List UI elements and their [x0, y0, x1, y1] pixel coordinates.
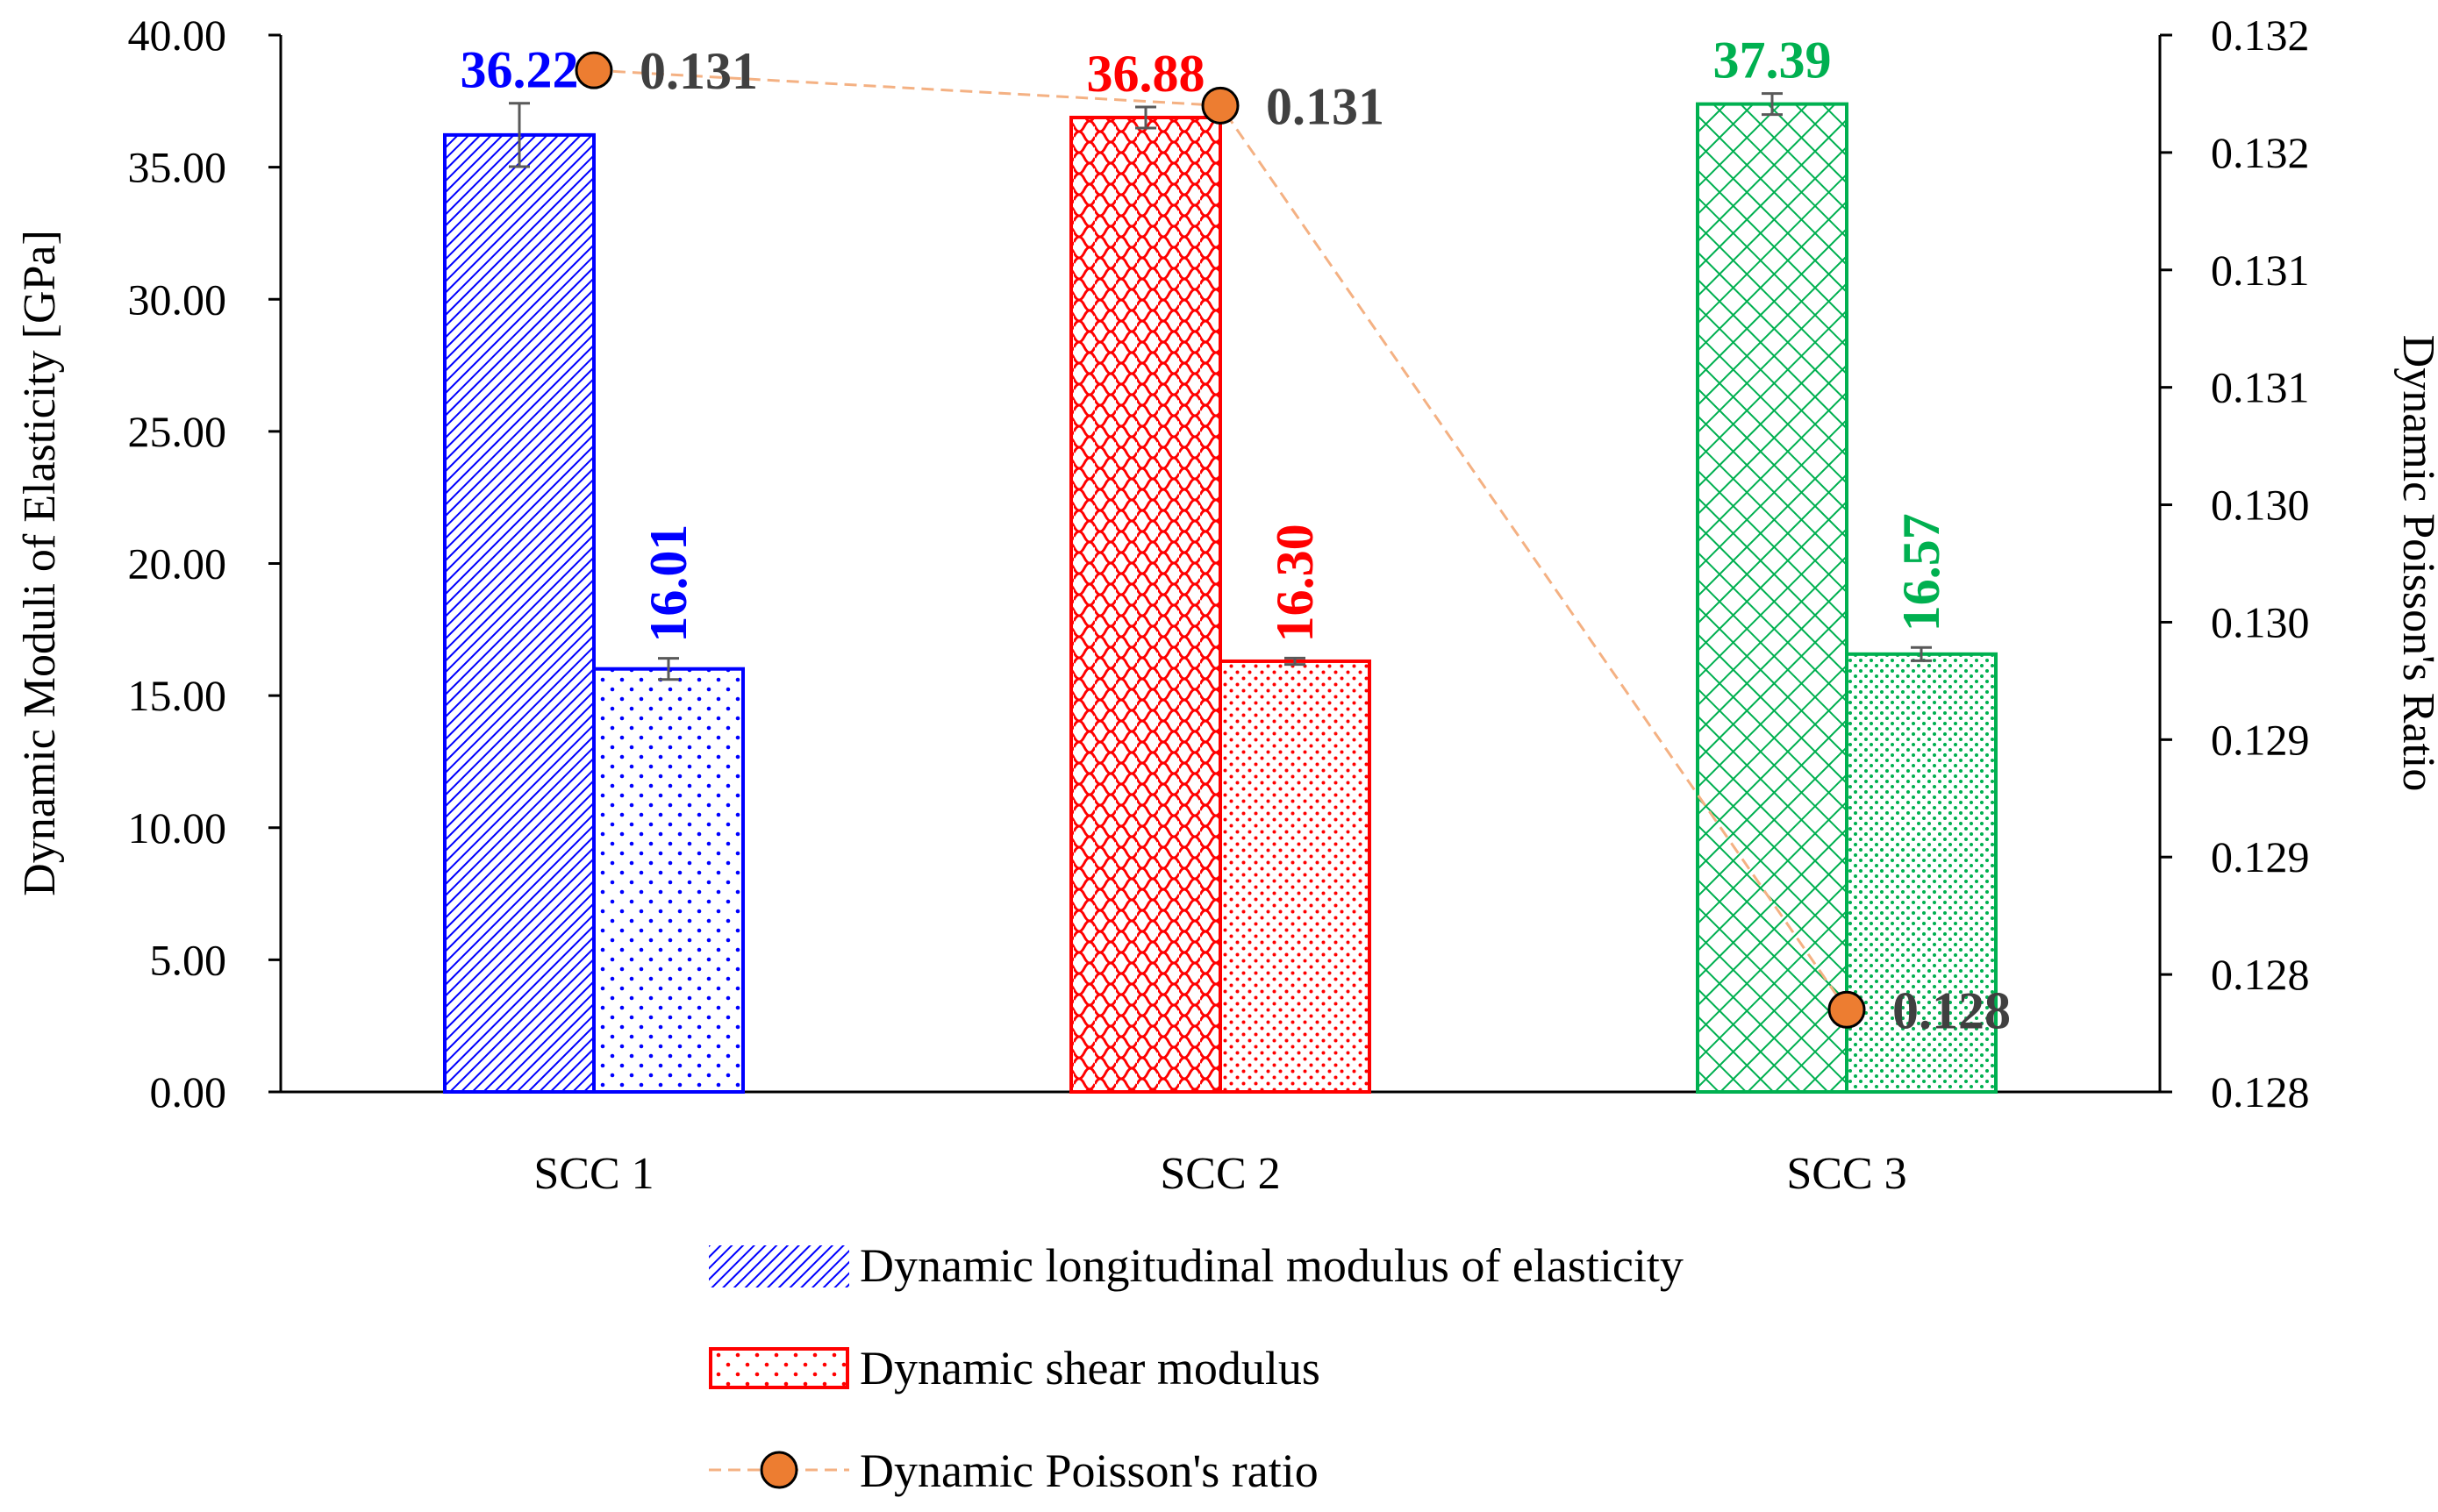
right-tick-label: 0.130 — [2211, 597, 2310, 646]
poisson-point-2 — [1201, 86, 1240, 125]
legend-label-poisson: Dynamic Poisson's ratio — [860, 1444, 1319, 1497]
legend-marker-poisson — [760, 1451, 798, 1489]
left-tick-label: 40.00 — [128, 11, 227, 60]
legend-swatch-longitudinal — [709, 1245, 849, 1287]
left-tick-label: 20.00 — [128, 539, 227, 588]
left-tick-label: 10.00 — [128, 803, 227, 852]
bar-shear-1 — [592, 667, 745, 1094]
legend-item-poisson: Dynamic Poisson's ratio — [709, 1444, 1319, 1497]
left-tick-label: 25.00 — [128, 407, 227, 456]
poisson-series: 0.131 0.131 0.128 — [575, 42, 2011, 1039]
poisson-point-3 — [1827, 990, 1866, 1029]
right-tick-label: 0.132 — [2211, 11, 2310, 60]
bar-longitudinal-3 — [1696, 102, 1848, 1095]
poisson-label-2: 0.131 — [1266, 77, 1384, 135]
y-axis-right-title: Dynamic Poisson's Ratio — [2393, 335, 2438, 792]
category-label-2: SCC 2 — [1160, 1149, 1280, 1199]
legend: Dynamic longitudinal modulus of elastici… — [709, 1239, 1684, 1497]
right-tick-label: 0.129 — [2211, 715, 2310, 764]
bar-label-shear-1: 16.01 — [640, 524, 697, 643]
right-tick-label: 0.129 — [2211, 832, 2310, 881]
bar-data-labels: 36.22 16.01 36.88 16.30 37.39 16.57 — [461, 32, 1951, 643]
bars — [443, 102, 1998, 1095]
right-axis-ticks: 0.128 0.128 0.129 0.129 0.130 0.130 0.131 0.131… — [2160, 11, 2310, 1116]
legend-swatch-shear — [709, 1347, 849, 1389]
bar-label-shear-2: 16.30 — [1266, 524, 1324, 642]
error-bars — [509, 92, 1932, 681]
right-tick-label: 0.130 — [2211, 481, 2310, 530]
legend-label-shear: Dynamic shear modulus — [860, 1342, 1320, 1394]
right-tick-label: 0.128 — [2211, 950, 2310, 999]
legend-label-longitudinal: Dynamic longitudinal modulus of elastici… — [860, 1239, 1684, 1292]
right-tick-label: 0.131 — [2211, 246, 2310, 295]
left-tick-label: 35.00 — [128, 143, 227, 192]
y-axis-left-title: Dynamic Moduli of Elasticity [GPa] — [15, 230, 65, 896]
bar-shear-2 — [1219, 659, 1371, 1095]
left-tick-label: 30.00 — [128, 275, 227, 324]
bar-longitudinal-1 — [443, 132, 596, 1094]
bar-label-shear-3: 16.57 — [1892, 513, 1950, 631]
right-tick-label: 0.132 — [2211, 128, 2310, 177]
left-tick-label: 0.00 — [150, 1067, 227, 1116]
legend-item-longitudinal: Dynamic longitudinal modulus of elastici… — [709, 1239, 1684, 1292]
left-axis-ticks: 0.00 5.00 10.00 15.00 20.00 25.00 30.00 35.00 40… — [128, 11, 281, 1116]
left-tick-label: 5.00 — [150, 935, 227, 984]
right-tick-label: 0.128 — [2211, 1067, 2310, 1116]
poisson-point-1 — [575, 51, 613, 89]
category-labels: SCC 1 SCC 2 SCC 3 — [533, 1149, 1906, 1199]
category-label-1: SCC 1 — [533, 1149, 654, 1199]
right-tick-label: 0.131 — [2211, 363, 2310, 412]
poisson-label-3: 0.128 — [1892, 981, 2011, 1039]
category-label-3: SCC 3 — [1786, 1149, 1906, 1199]
poisson-label-1: 0.131 — [640, 42, 758, 100]
left-tick-label: 15.00 — [128, 671, 227, 720]
bar-label-longitudinal-1: 36.22 — [461, 41, 579, 99]
bar-shear-3 — [1845, 652, 1998, 1094]
bar-longitudinal-2 — [1069, 115, 1222, 1095]
bar-label-longitudinal-2: 36.88 — [1087, 45, 1205, 103]
bar-label-longitudinal-3: 37.39 — [1713, 32, 1832, 89]
legend-item-shear: Dynamic shear modulus — [709, 1342, 1320, 1394]
